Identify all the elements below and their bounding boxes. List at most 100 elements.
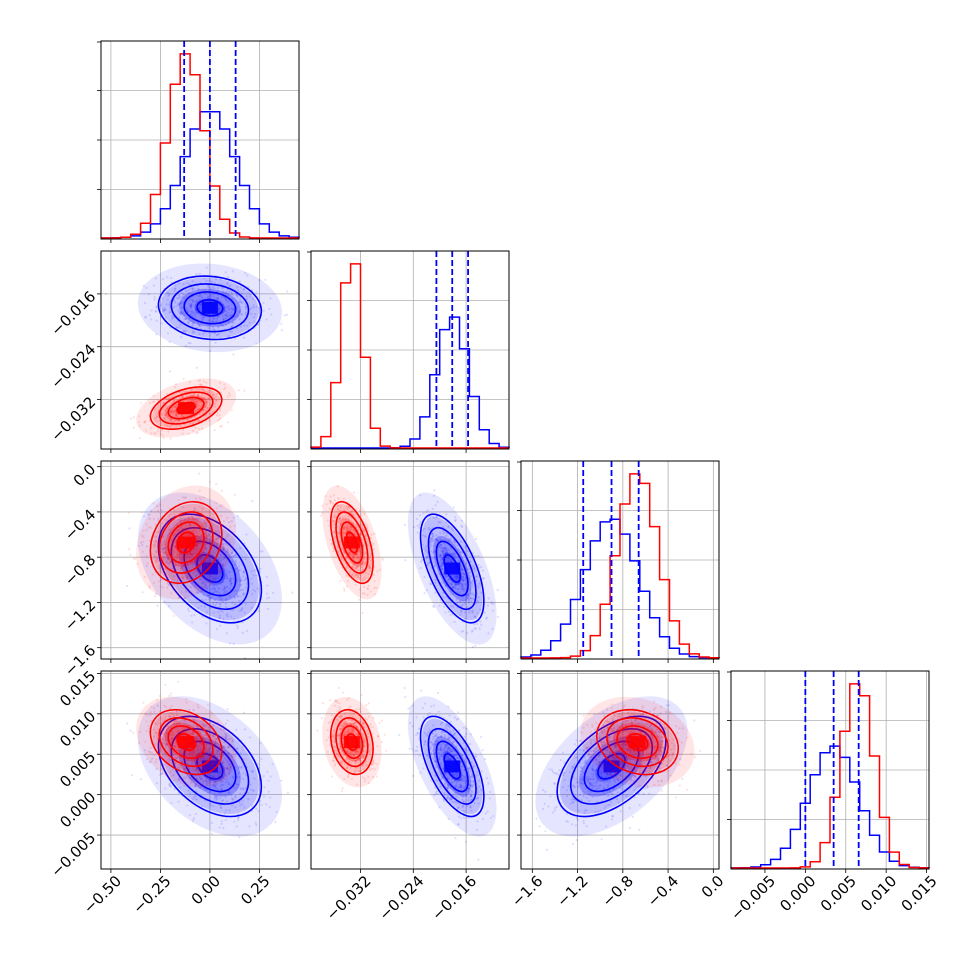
scatter-point: [453, 554, 457, 558]
scatter-point: [442, 591, 445, 594]
scatter-point: [218, 616, 221, 619]
scatter-point: [162, 551, 165, 554]
scatter-point: [439, 555, 442, 558]
scatter-point: [218, 397, 221, 400]
scatter-point: [197, 311, 200, 315]
scatter-point: [174, 545, 177, 548]
scatter-point: [235, 293, 238, 297]
panel-1-0: [97, 250, 300, 453]
scatter-point: [469, 575, 472, 578]
scatter-point: [184, 344, 187, 347]
scatter-point: [462, 572, 465, 575]
scatter-point: [173, 289, 176, 293]
scatter-point: [349, 525, 352, 529]
scatter-point: [238, 280, 241, 283]
scatter-point: [423, 592, 426, 595]
scatter-point: [166, 553, 169, 556]
scatter-point: [153, 298, 156, 301]
scatter-point: [205, 542, 208, 545]
scatter-point: [169, 560, 172, 563]
scatter-point: [423, 527, 426, 530]
scatter-point: [186, 390, 189, 393]
scatter-point: [170, 420, 174, 423]
scatter-point: [182, 400, 185, 403]
scatter-point: [226, 559, 229, 562]
scatter-point: [141, 591, 144, 594]
scatter-point: [195, 402, 199, 405]
scatter-point: [365, 537, 368, 540]
scatter-point: [212, 583, 215, 587]
scatter-point: [360, 566, 363, 569]
scatter-point: [332, 549, 335, 553]
scatter-point: [364, 562, 367, 565]
scatter-point: [462, 579, 465, 582]
scatter-point: [461, 583, 464, 586]
scatter-point: [226, 612, 229, 616]
scatter-point: [234, 554, 237, 557]
scatter-point: [194, 575, 198, 578]
scatter-point: [186, 575, 190, 578]
scatter-point: [219, 300, 223, 303]
scatter-point: [220, 424, 223, 427]
scatter-point: [447, 540, 451, 543]
scatter-point: [188, 552, 191, 556]
scatter-point: [231, 270, 234, 273]
scatter-point: [461, 603, 464, 606]
scatter-point: [191, 398, 194, 402]
scatter-point: [218, 614, 221, 617]
scatter-point: [236, 595, 239, 598]
scatter-point: [211, 292, 214, 296]
scatter-point: [164, 405, 167, 408]
scatter-point: [173, 550, 177, 554]
scatter-point: [236, 306, 239, 309]
scatter-point: [232, 321, 235, 324]
scatter-point: [478, 627, 481, 630]
scatter-point: [164, 316, 167, 319]
scatter-point: [210, 583, 213, 586]
scatter-point: [449, 613, 452, 616]
scatter-point: [137, 421, 140, 424]
scatter-point: [167, 419, 170, 422]
scatter-point: [195, 545, 198, 548]
scatter-point: [188, 523, 191, 526]
scatter-point: [380, 557, 383, 560]
scatter-point: [212, 393, 216, 397]
scatter-point: [190, 298, 193, 301]
scatter-point: [224, 602, 227, 605]
scatter-point: [362, 528, 365, 531]
scatter-point: [193, 549, 196, 552]
scatter-point: [370, 559, 373, 563]
scatter-point: [229, 642, 232, 645]
scatter-point: [209, 527, 212, 530]
scatter-point: [199, 303, 202, 306]
scatter-point: [172, 420, 175, 423]
scatter-point: [453, 583, 456, 586]
scatter-point: [165, 425, 168, 428]
scatter-point: [421, 529, 424, 532]
scatter-point: [252, 316, 256, 319]
scatter-point: [226, 288, 229, 291]
scatter-point: [441, 567, 444, 571]
scatter-point: [241, 301, 244, 304]
scatter-point: [169, 548, 172, 551]
scatter-point: [187, 400, 190, 403]
scatter-point: [192, 300, 195, 303]
scatter-point: [219, 593, 222, 596]
scatter-point: [329, 502, 332, 505]
scatter-point: [195, 518, 198, 521]
scatter-point: [342, 497, 345, 500]
scatter-point: [186, 309, 189, 313]
scatter-point: [159, 585, 162, 588]
scatter-point: [283, 314, 286, 317]
panel-1-1: [307, 250, 510, 453]
scatter-point: [191, 315, 194, 318]
scatter-point: [185, 524, 188, 527]
scatter-point: [430, 550, 433, 553]
scatter-point: [217, 542, 220, 545]
scatter-point: [476, 611, 479, 614]
scatter-point: [440, 564, 443, 567]
scatter-point: [184, 527, 187, 530]
scatter-point: [204, 598, 207, 601]
scatter-point: [345, 526, 348, 529]
scatter-point: [182, 496, 185, 499]
